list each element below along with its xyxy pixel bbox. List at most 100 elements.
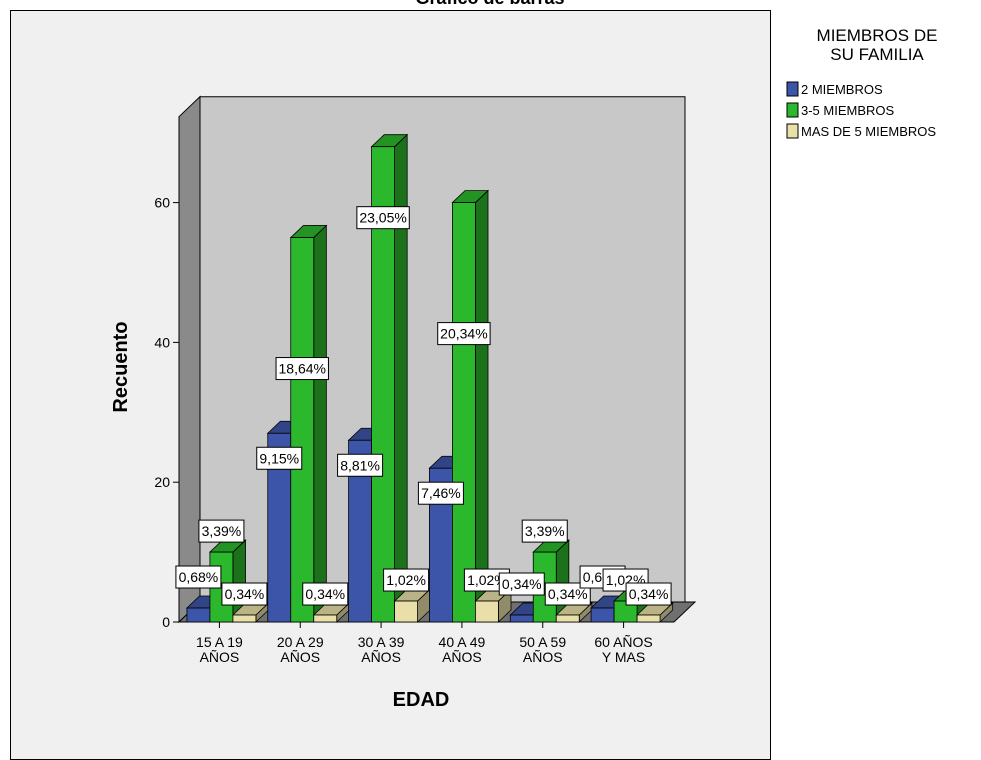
- bar-front: [555, 614, 580, 623]
- x-tick-label: 40 A 49 AÑOS: [439, 634, 486, 665]
- data-label: 7,46%: [417, 481, 464, 505]
- legend-item: 2 MIEMBROS: [786, 81, 883, 97]
- data-label: 3,39%: [198, 519, 245, 543]
- data-label-box: [337, 453, 384, 477]
- y-axis-title: Recuento: [110, 321, 132, 412]
- x-tick-label-line: 50 A 59: [519, 634, 566, 650]
- legend-swatch: [786, 123, 799, 139]
- legend-swatch: [786, 102, 799, 118]
- bar-side: [475, 189, 489, 623]
- bar: [393, 588, 432, 623]
- data-label: 3,39%: [521, 519, 568, 543]
- x-tick-label-line: Y MAS: [602, 649, 645, 665]
- legend-title-line: MIEMBROS DE: [817, 26, 938, 45]
- bar-front: [509, 614, 534, 623]
- x-tick-label-line: 30 A 39: [358, 634, 405, 650]
- left-wall: [178, 95, 201, 624]
- bar-front: [590, 607, 615, 623]
- bar: [555, 602, 593, 623]
- bar-front: [452, 202, 476, 623]
- bar: [289, 224, 328, 623]
- data-label-box: [521, 519, 568, 543]
- bar: [370, 133, 409, 623]
- data-label: 0,34%: [302, 582, 349, 606]
- legend-label: 3-5 MIEMBROS: [801, 103, 895, 118]
- x-tick-label: 30 A 39 AÑOS: [358, 634, 405, 665]
- data-label-text: 3,39%: [525, 523, 565, 539]
- legend-title-line: SU FAMILIA: [830, 45, 924, 64]
- data-label-box: [383, 568, 430, 592]
- y-tick-label: 20: [154, 474, 170, 490]
- data-label: 20,34%: [437, 322, 491, 346]
- data-label-text: 8,81%: [340, 457, 380, 473]
- x-tick-label-line: 15 A 19: [196, 634, 243, 650]
- data-label-text: 18,64%: [279, 361, 326, 377]
- data-label-text: 1,02%: [386, 572, 426, 588]
- data-label-text: 23,05%: [359, 210, 406, 226]
- data-label-text: 20,34%: [440, 326, 487, 342]
- data-label-text: 0,34%: [548, 586, 588, 602]
- bar: [231, 602, 270, 623]
- bar-side: [313, 224, 327, 623]
- data-label: 0,34%: [498, 572, 545, 596]
- data-label: 1,02%: [463, 568, 510, 592]
- bar-front: [186, 607, 211, 623]
- x-tick-label-line: 20 A 29: [277, 634, 324, 650]
- bar-front: [636, 614, 661, 623]
- data-label-text: 0,34%: [502, 576, 542, 592]
- legend-item: MAS DE 5 MIEMBROS: [786, 123, 936, 139]
- legend: MIEMBROS DE SU FAMILIA 2 MIEMBROS 3-5 MIEMB…: [786, 26, 938, 139]
- data-label-text: 0,34%: [629, 586, 669, 602]
- x-tick-label: 15 A 19 AÑOS: [196, 634, 243, 665]
- x-tick-label-line: 60 AÑOS: [594, 634, 652, 650]
- bar-front: [475, 600, 499, 623]
- bar-front: [290, 237, 315, 623]
- y-tick-label: 0: [162, 614, 170, 630]
- x-tick-label-line: AÑOS: [523, 649, 563, 665]
- legend-label: 2 MIEMBROS: [801, 82, 883, 97]
- data-label-box: [437, 322, 491, 346]
- data-label-text: 7,46%: [421, 485, 461, 501]
- bar: [451, 189, 490, 623]
- y-tick-label: 60: [154, 195, 170, 211]
- data-label-box: [175, 565, 222, 589]
- legend-swatch: [786, 81, 799, 97]
- data-label-text: 0,68%: [179, 569, 219, 585]
- data-label-box: [625, 582, 672, 606]
- data-label-box: [417, 481, 464, 505]
- bar: [636, 602, 674, 623]
- bar: [474, 588, 513, 623]
- data-label-box: [221, 582, 268, 606]
- data-label-text: 1,02%: [467, 572, 507, 588]
- legend-title: MIEMBROS DE SU FAMILIA: [817, 26, 938, 64]
- data-label: 8,81%: [337, 453, 384, 477]
- x-axis-title: EDAD: [393, 689, 450, 711]
- data-label-box: [356, 206, 410, 230]
- chart-title: Gráfico de barras: [415, 0, 564, 8]
- data-label-box: [544, 582, 591, 606]
- bar-front: [313, 614, 338, 623]
- legend-item: 3-5 MIEMBROS: [786, 102, 895, 118]
- x-tick-label: 50 A 59 AÑOS: [519, 634, 566, 665]
- data-label-box: [302, 582, 349, 606]
- legend-label: MAS DE 5 MIEMBROS: [801, 124, 936, 139]
- data-label-text: 0,34%: [225, 586, 265, 602]
- x-tick-label-line: AÑOS: [280, 649, 320, 665]
- data-labels: 0,68% 3,39% 0,34% 9,15% 18,64% 0,34% 8,81% 23,0…: [175, 206, 672, 606]
- data-label: 23,05%: [356, 206, 410, 230]
- data-label-text: 3,39%: [202, 523, 242, 539]
- bar-front: [232, 614, 257, 623]
- x-tick-label-line: AÑOS: [442, 649, 482, 665]
- data-label-text: 9,15%: [259, 450, 299, 466]
- x-tick-label: 20 A 29 AÑOS: [277, 634, 324, 665]
- data-label-text: 0,34%: [305, 586, 345, 602]
- data-label: 0,68%: [175, 565, 222, 589]
- data-label-box: [256, 446, 303, 470]
- data-label: 0,34%: [544, 582, 591, 606]
- x-tick-label: 60 AÑOS Y MAS: [594, 634, 652, 665]
- y-tick-label: 40: [154, 334, 170, 350]
- data-label: 1,02%: [383, 568, 430, 592]
- data-label: 18,64%: [275, 357, 329, 381]
